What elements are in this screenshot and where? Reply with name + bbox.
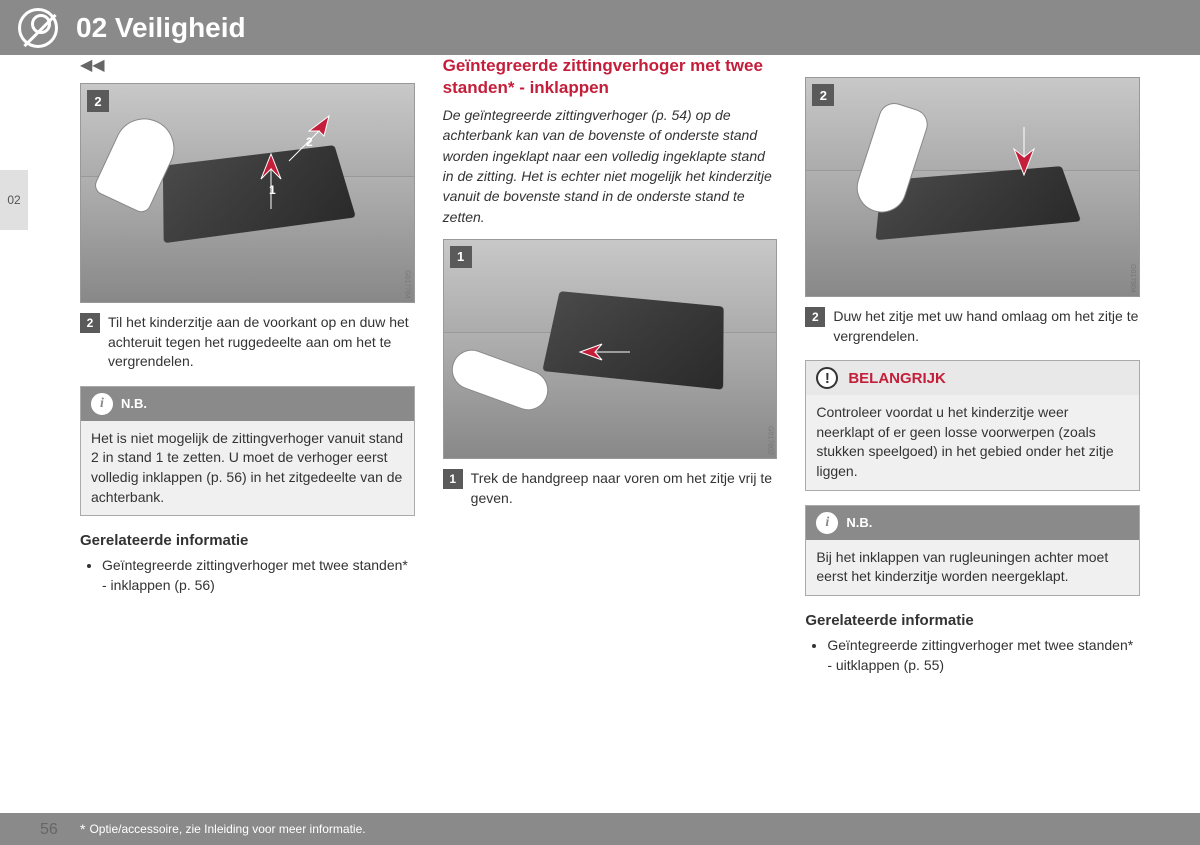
illustration-badge: 2 [812, 84, 834, 106]
svg-text:2: 2 [306, 135, 313, 149]
important-title: BELANGRIJK [848, 370, 946, 387]
intro-paragraph: De geïntegreerde zittingverhoger (p. 54)… [443, 105, 778, 227]
illustration-step2-down: 2 G017804 [805, 77, 1140, 297]
note-box: i N.B. Het is niet mogelijk de zittingve… [80, 386, 415, 516]
note-header: i N.B. [81, 387, 414, 421]
illustration-step1-release: 1 G017802 [443, 239, 778, 459]
page-number: 56 [40, 821, 58, 839]
caption-text: Duw het zitje met uw hand omlaag om het … [833, 307, 1140, 346]
related-list: Geïntegreerde zittingverhoger met twee s… [80, 555, 415, 596]
warning-icon: ! [816, 367, 838, 389]
info-icon: i [91, 393, 113, 415]
info-icon: i [816, 512, 838, 534]
caption-row: 2 Duw het zitje met uw hand omlaag om he… [805, 307, 1140, 346]
side-chapter-tab: 02 [0, 170, 28, 230]
illustration-badge: 2 [87, 90, 109, 112]
column-3: 2 G017804 2 Duw het zitje met uw hand om… [805, 55, 1140, 800]
illustration-code: G017804 [1129, 264, 1136, 293]
note-header: i N.B. [806, 506, 1139, 540]
note-box: i N.B. Bij het inklappen van rugleuninge… [805, 505, 1140, 596]
page-footer: * Optie/accessoire, zie Inleiding voor m… [0, 813, 1200, 845]
chapter-title: 02 Veiligheid [76, 12, 246, 44]
related-list: Geïntegreerde zittingverhoger met twee s… [805, 635, 1140, 676]
important-box: ! BELANGRIJK Controleer voordat u het ki… [805, 360, 1140, 490]
page-header: 02 Veiligheid [0, 0, 1200, 55]
footnote-text: Optie/accessoire, zie Inleiding voor mee… [89, 822, 365, 836]
related-info-heading: Gerelateerde informatie [805, 612, 1140, 629]
caption-text: Til het kinderzitje aan de voorkant op e… [108, 313, 415, 372]
continuation-arrows-icon: ◀◀ [80, 55, 415, 75]
column-1: ◀◀ 1 2 2 G017784 2 Til het kinderzitje a… [80, 55, 415, 800]
caption-row: 1 Trek de handgreep naar voren om het zi… [443, 469, 778, 508]
note-title: N.B. [121, 396, 147, 411]
related-item: Geïntegreerde zittingverhoger met twee s… [102, 555, 415, 596]
column-2: Geïntegreerde zittingverhoger met twee s… [443, 55, 778, 800]
illustration-step2-up: 1 2 2 G017784 [80, 83, 415, 303]
caption-badge: 2 [80, 313, 100, 333]
content-area: ◀◀ 1 2 2 G017784 2 Til het kinderzitje a… [80, 55, 1140, 800]
section-red-title: Geïntegreerde zittingverhoger met twee s… [443, 55, 778, 99]
illustration-code: G017802 [766, 426, 773, 455]
related-info-heading: Gerelateerde informatie [80, 532, 415, 549]
illustration-code: G017784 [404, 270, 411, 299]
important-body: Controleer voordat u het kinderzitje wee… [806, 395, 1139, 489]
illustration-badge: 1 [450, 246, 472, 268]
caption-badge: 2 [805, 307, 825, 327]
note-title: N.B. [846, 515, 872, 530]
note-body: Bij het inklappen van rugleuningen achte… [806, 540, 1139, 595]
svg-text:1: 1 [269, 183, 276, 197]
footnote-star-icon: * [80, 821, 85, 837]
caption-badge: 1 [443, 469, 463, 489]
important-header: ! BELANGRIJK [806, 361, 1139, 395]
caption-text: Trek de handgreep naar voren om het zitj… [471, 469, 778, 508]
caption-row: 2 Til het kinderzitje aan de voorkant op… [80, 313, 415, 372]
note-body: Het is niet mogelijk de zittingverhoger … [81, 421, 414, 515]
seatbelt-prohibit-icon [18, 8, 58, 48]
related-item: Geïntegreerde zittingverhoger met twee s… [827, 635, 1140, 676]
